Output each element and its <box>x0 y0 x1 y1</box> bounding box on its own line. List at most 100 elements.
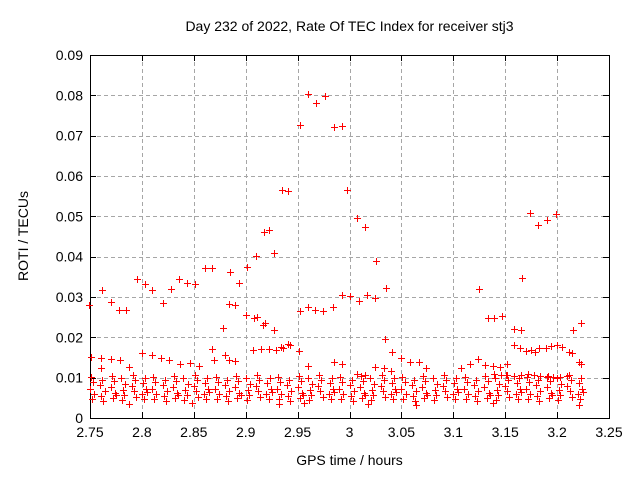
data-point <box>279 187 286 194</box>
data-point <box>359 395 366 402</box>
data-point <box>143 386 150 393</box>
data-point <box>524 374 531 381</box>
data-point <box>126 364 133 371</box>
data-point <box>209 265 216 272</box>
data-point <box>108 299 115 306</box>
data-point <box>546 395 553 402</box>
data-point <box>247 381 254 388</box>
data-point <box>549 392 556 399</box>
data-point <box>134 276 141 283</box>
data-point <box>121 392 128 399</box>
data-point <box>544 384 551 391</box>
data-point <box>503 372 510 379</box>
data-point <box>440 383 447 390</box>
data-point <box>285 393 292 400</box>
data-point <box>315 383 322 390</box>
data-point <box>491 315 498 322</box>
data-point <box>100 398 107 405</box>
data-point <box>286 377 293 384</box>
data-point <box>407 359 414 366</box>
x-tick-label: 2.8 <box>132 424 152 440</box>
data-point <box>163 398 170 405</box>
y-tick-label: 0.04 <box>56 249 83 265</box>
data-point <box>177 361 184 368</box>
data-point <box>482 362 489 369</box>
data-point <box>328 396 335 403</box>
data-point <box>184 392 191 399</box>
data-point <box>182 387 189 394</box>
data-point <box>317 388 324 395</box>
data-point <box>153 391 160 398</box>
data-point <box>443 377 450 384</box>
data-point <box>331 389 338 396</box>
data-point <box>547 378 554 385</box>
data-point <box>537 388 544 395</box>
data-point <box>350 398 357 405</box>
data-point <box>261 229 268 236</box>
data-point <box>320 394 327 401</box>
data-point <box>213 374 220 381</box>
data-point <box>577 396 584 403</box>
data-point <box>316 372 323 379</box>
data-point <box>348 393 355 400</box>
y-tick-label: 0.09 <box>56 47 83 63</box>
data-point <box>378 383 385 390</box>
data-point <box>369 387 376 394</box>
data-point <box>209 346 216 353</box>
data-point <box>244 264 251 271</box>
data-point <box>336 386 343 393</box>
data-point <box>202 265 209 272</box>
data-point <box>162 377 169 384</box>
y-tick-label: 0.07 <box>56 128 83 144</box>
data-point <box>185 381 192 388</box>
data-point <box>117 357 124 364</box>
data-point <box>362 372 369 379</box>
data-point <box>527 391 534 398</box>
data-point <box>473 377 480 384</box>
data-point <box>161 393 168 400</box>
data-point <box>264 380 271 387</box>
data-point <box>347 382 354 389</box>
data-point <box>444 394 451 401</box>
data-point <box>141 396 148 403</box>
data-point <box>243 312 250 319</box>
data-point <box>433 392 440 399</box>
data-point <box>327 380 334 387</box>
data-point <box>234 395 241 402</box>
data-point <box>497 364 504 371</box>
data-point <box>496 381 503 388</box>
data-point <box>400 396 407 403</box>
data-point <box>493 397 500 404</box>
data-point <box>297 308 304 315</box>
data-point <box>142 375 149 382</box>
data-point <box>222 352 229 359</box>
y-tick-label: 0 <box>75 410 83 426</box>
data-point <box>339 292 346 299</box>
data-point <box>296 348 303 355</box>
data-point <box>274 386 281 393</box>
data-point <box>570 327 577 334</box>
data-point <box>579 386 586 393</box>
data-point <box>322 93 329 100</box>
data-point <box>511 326 518 333</box>
data-point <box>227 269 234 276</box>
data-point <box>120 387 127 394</box>
data-point <box>523 348 530 355</box>
data-point <box>87 386 94 393</box>
data-point <box>139 391 146 398</box>
data-point <box>458 365 465 372</box>
data-point <box>519 275 526 282</box>
data-point <box>349 377 356 384</box>
data-point <box>358 373 365 380</box>
data-point <box>555 397 562 404</box>
data-point <box>513 391 520 398</box>
data-point <box>181 397 188 404</box>
data-point <box>222 382 229 389</box>
data-point <box>269 389 276 396</box>
data-point <box>389 380 396 387</box>
data-point <box>471 382 478 389</box>
data-point <box>494 387 501 394</box>
data-point <box>499 313 506 320</box>
